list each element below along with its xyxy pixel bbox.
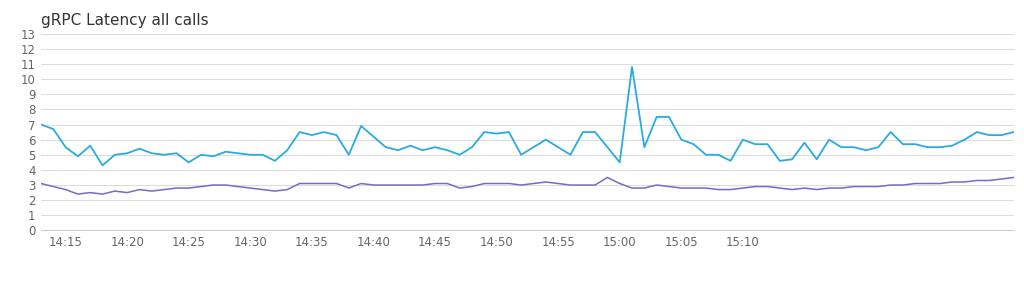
Text: gRPC Latency all calls: gRPC Latency all calls: [41, 13, 209, 28]
